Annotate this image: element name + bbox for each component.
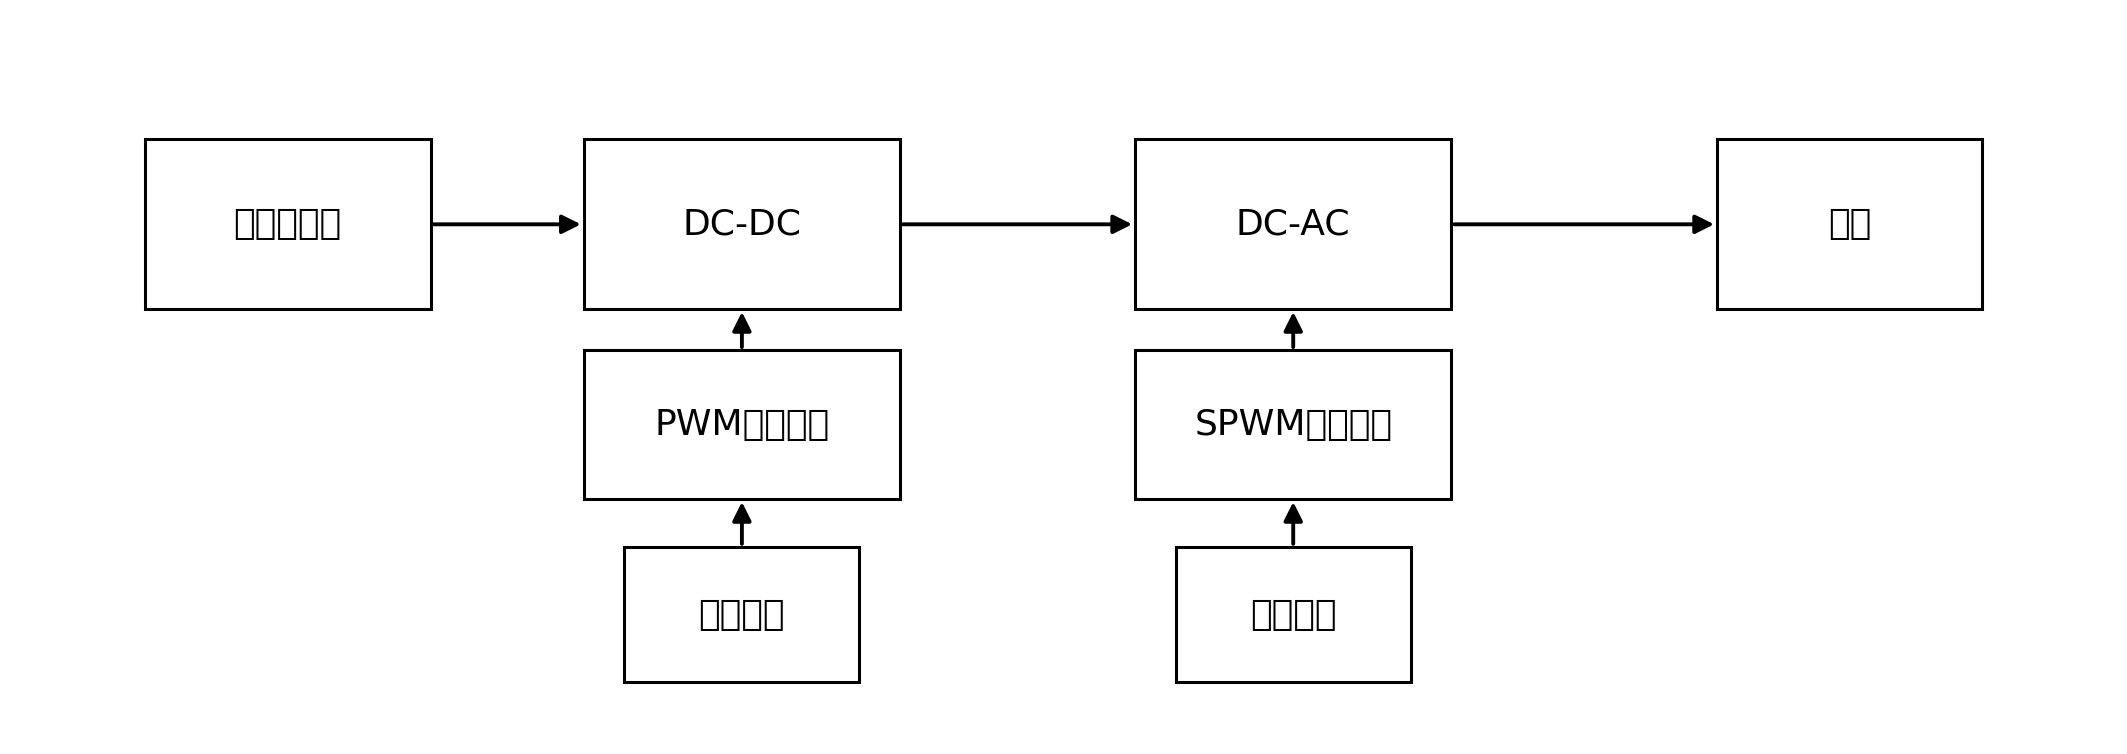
Bar [145, 139, 430, 309]
Text: SPWM控制电路: SPWM控制电路 [1193, 407, 1393, 442]
Text: 保护电路: 保护电路 [698, 597, 785, 632]
Text: PWM控制电路: PWM控制电路 [655, 407, 830, 442]
Text: 保护电路: 保护电路 [1251, 597, 1336, 632]
Bar [583, 350, 900, 499]
Text: DC-AC: DC-AC [1236, 207, 1351, 241]
Bar [1136, 139, 1451, 309]
Bar [1176, 547, 1410, 682]
Bar [625, 547, 859, 682]
Text: 负载: 负载 [1827, 207, 1872, 241]
Text: DC-DC: DC-DC [683, 207, 802, 241]
Bar [1136, 350, 1451, 499]
Bar [1716, 139, 1982, 309]
Bar [583, 139, 900, 309]
Text: 汽车蓄电池: 汽车蓄电池 [234, 207, 342, 241]
